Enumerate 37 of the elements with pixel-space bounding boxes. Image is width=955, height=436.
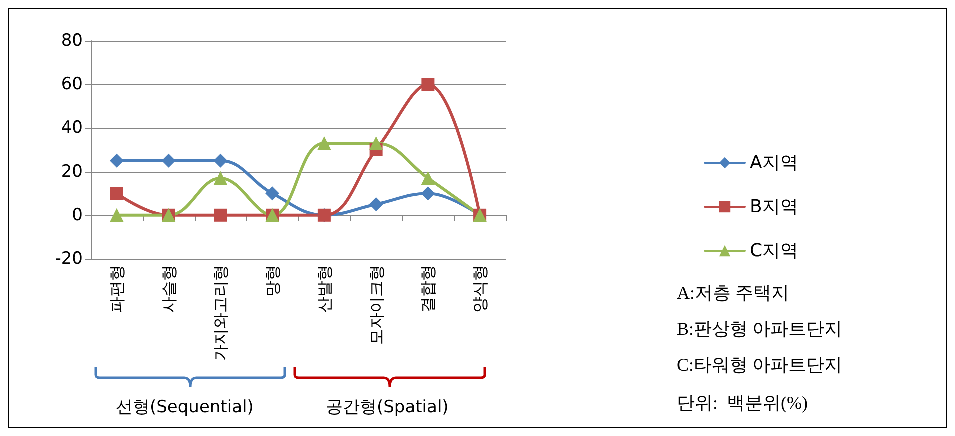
point <box>162 154 176 168</box>
text: 선형(Sequential) <box>116 398 254 418</box>
y-tick-label: 20 <box>61 162 83 182</box>
point <box>421 171 436 186</box>
legend-label: A지역 <box>750 152 798 174</box>
text: 공간형(Spatial) <box>326 398 449 418</box>
text: B:판상형 아파트단지 <box>677 319 843 339</box>
x-tick-label: 망형 <box>263 265 282 297</box>
point <box>369 136 384 150</box>
point <box>369 198 384 212</box>
point <box>214 154 228 168</box>
point <box>110 208 124 222</box>
point <box>110 154 124 168</box>
y-tick-label: 60 <box>61 74 83 95</box>
point <box>317 136 332 150</box>
x-tick-label: 산발형 <box>314 265 334 313</box>
point <box>214 208 228 222</box>
x-tick-label: 파편형 <box>107 265 126 313</box>
text: 단위: 백분위(%) <box>677 393 808 413</box>
legend-label: B지역 <box>750 196 798 218</box>
point <box>266 186 280 201</box>
x-tick-label: 결합형 <box>418 265 438 313</box>
text: C:타워형 아파트단지 <box>677 355 843 375</box>
y-tick-label: 80 <box>61 31 83 51</box>
x-tick-label: 양식형 <box>470 265 490 313</box>
text: A:저층 주택지 <box>677 283 790 303</box>
y-tick-label: 40 <box>61 118 83 138</box>
point <box>421 186 436 201</box>
y-tick-label: 0 <box>72 205 83 226</box>
x-tick-label: 사슬형 <box>159 265 178 313</box>
point <box>214 171 228 186</box>
y-tick-label: -20 <box>55 249 83 269</box>
x-tick-label: 가지와고리형 <box>211 265 230 361</box>
legend-label: C지역 <box>750 240 799 262</box>
point <box>110 187 124 200</box>
x-tick-label: 모자이크형 <box>366 265 386 345</box>
point <box>422 78 435 92</box>
